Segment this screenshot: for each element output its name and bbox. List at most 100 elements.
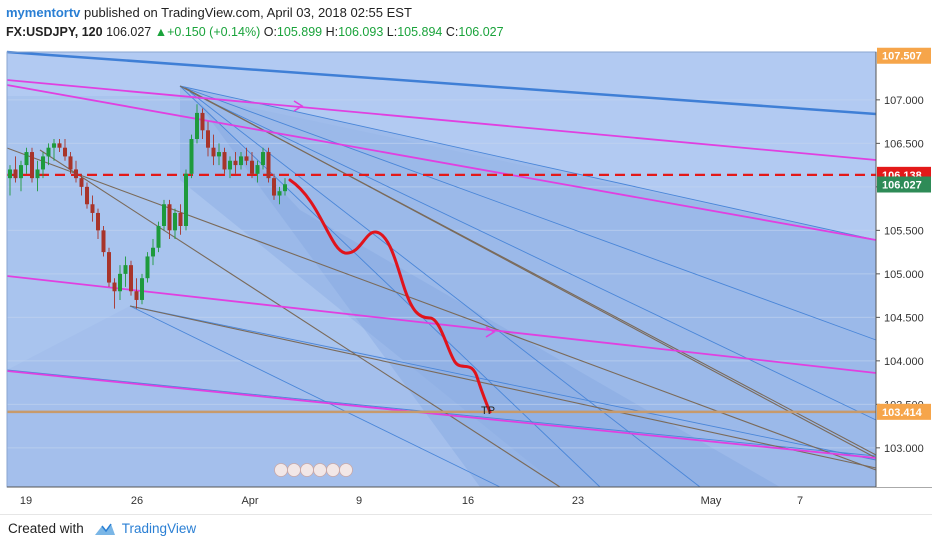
x-tick-label: 19 xyxy=(20,495,32,507)
y-tick-label: 103.000 xyxy=(884,443,924,455)
x-tick-label: 23 xyxy=(572,495,584,507)
magenta-arrow-lower xyxy=(485,326,496,338)
x-tick-label: 16 xyxy=(462,495,474,507)
candle-body xyxy=(13,169,18,179)
chart-area[interactable]: TP107.000106.500106.000105.500105.000104… xyxy=(0,46,932,514)
candle-body xyxy=(85,186,89,205)
event-flag-icon xyxy=(274,463,288,477)
fan-line xyxy=(189,91,877,421)
event-flag-icon xyxy=(339,463,353,477)
candle-body xyxy=(162,204,166,226)
candle-body xyxy=(222,152,227,170)
event-flag-icon xyxy=(300,463,314,477)
candle-body xyxy=(200,112,205,131)
candle-body xyxy=(30,152,34,179)
candle-body xyxy=(167,204,172,231)
change-up-icon: ▲ xyxy=(154,25,168,39)
economic-events-icons xyxy=(274,463,353,477)
footer: Created with TradingView xyxy=(8,521,196,536)
price-tag-label: 107.507 xyxy=(882,51,922,63)
low-label: L: xyxy=(386,25,398,39)
trend-line xyxy=(129,305,877,469)
candle-body xyxy=(189,139,194,174)
fan-line xyxy=(179,85,601,488)
y-tick-label: 105.500 xyxy=(884,225,924,237)
projected-path xyxy=(288,178,492,414)
candle-body xyxy=(101,230,106,253)
candle-body xyxy=(261,152,265,166)
low-value: 105.894 xyxy=(397,25,443,39)
candle-body xyxy=(140,278,144,300)
last-price: 106.027 xyxy=(106,25,152,39)
y-tick-label: 104.000 xyxy=(884,356,924,368)
price-tag xyxy=(877,403,931,420)
candle-body xyxy=(35,169,40,179)
magenta-channel-line xyxy=(6,370,877,459)
lower-channel-fill xyxy=(7,306,876,487)
candle-body xyxy=(46,147,51,157)
y-tick-label: 105.000 xyxy=(884,269,924,281)
candle-body xyxy=(178,212,183,226)
price-chart[interactable]: TP107.000106.500106.000105.500105.000104… xyxy=(0,46,932,514)
candle-body xyxy=(19,165,23,179)
candle-body xyxy=(184,173,188,226)
tp-label: TP xyxy=(481,405,495,417)
fan-line xyxy=(189,91,701,488)
magenta-arrow-upper xyxy=(293,100,304,112)
candle-body xyxy=(206,130,210,148)
event-flag-icon xyxy=(313,463,327,477)
fan-line xyxy=(129,305,501,488)
y-tick-label: 104.500 xyxy=(884,312,924,324)
candle-body xyxy=(107,252,111,283)
symbol-label: FX:USDJPY, 120 xyxy=(6,25,103,39)
candle-body xyxy=(112,282,117,292)
fan-line xyxy=(179,85,877,241)
candle-body xyxy=(266,152,271,179)
chart-header: mymentortv published on TradingView.com,… xyxy=(6,5,926,39)
author-link[interactable]: mymentortv xyxy=(6,5,81,20)
high-value: 106.093 xyxy=(338,25,384,39)
candle-body xyxy=(123,265,128,274)
trend-line xyxy=(6,147,877,471)
x-tick-label: Apr xyxy=(241,495,258,507)
tradingview-brand-link[interactable]: TradingView xyxy=(121,521,197,536)
candle-body xyxy=(68,156,73,170)
candle-body xyxy=(52,143,56,148)
candle-body xyxy=(272,178,276,196)
candle-body xyxy=(244,156,249,161)
magenta-channel-line xyxy=(6,79,877,161)
change-value: +0.150 (+0.14%) xyxy=(167,25,261,39)
fan-fill-1 xyxy=(180,86,876,487)
fan-line xyxy=(129,305,877,461)
candle-body xyxy=(283,184,287,192)
candle-body xyxy=(255,165,260,174)
tradingview-logo-icon xyxy=(94,523,115,535)
candle-body xyxy=(134,291,139,300)
x-tick-label: 26 xyxy=(131,495,143,507)
x-tick-label: May xyxy=(701,495,722,507)
blue-trend-line xyxy=(6,50,877,116)
candle-body xyxy=(118,273,122,292)
candle-body xyxy=(145,256,150,279)
candle-body xyxy=(8,169,12,179)
trend-line xyxy=(184,87,877,459)
published-text: published on TradingView.com, April 03, … xyxy=(84,5,412,20)
candle-body xyxy=(195,112,199,139)
candle-body xyxy=(173,212,177,231)
footer-divider xyxy=(0,514,932,515)
created-with-text: Created with xyxy=(8,521,84,536)
close-label: C: xyxy=(445,25,459,39)
publish-line: mymentortv published on TradingView.com,… xyxy=(6,5,926,22)
candle-body xyxy=(63,147,67,157)
candle-body xyxy=(41,156,45,170)
candle-body xyxy=(96,212,100,231)
x-tick-label: 9 xyxy=(356,495,362,507)
candle-body xyxy=(228,160,232,170)
ohlc-line: FX:USDJPY, 120 106.027 ▲+0.150 (+0.14%) … xyxy=(6,25,926,39)
candle-body xyxy=(129,265,133,292)
candle-body xyxy=(211,147,216,157)
candle-body xyxy=(24,152,29,166)
open-label: O: xyxy=(263,25,277,39)
price-tag xyxy=(877,176,931,193)
event-flag-icon xyxy=(287,463,301,477)
